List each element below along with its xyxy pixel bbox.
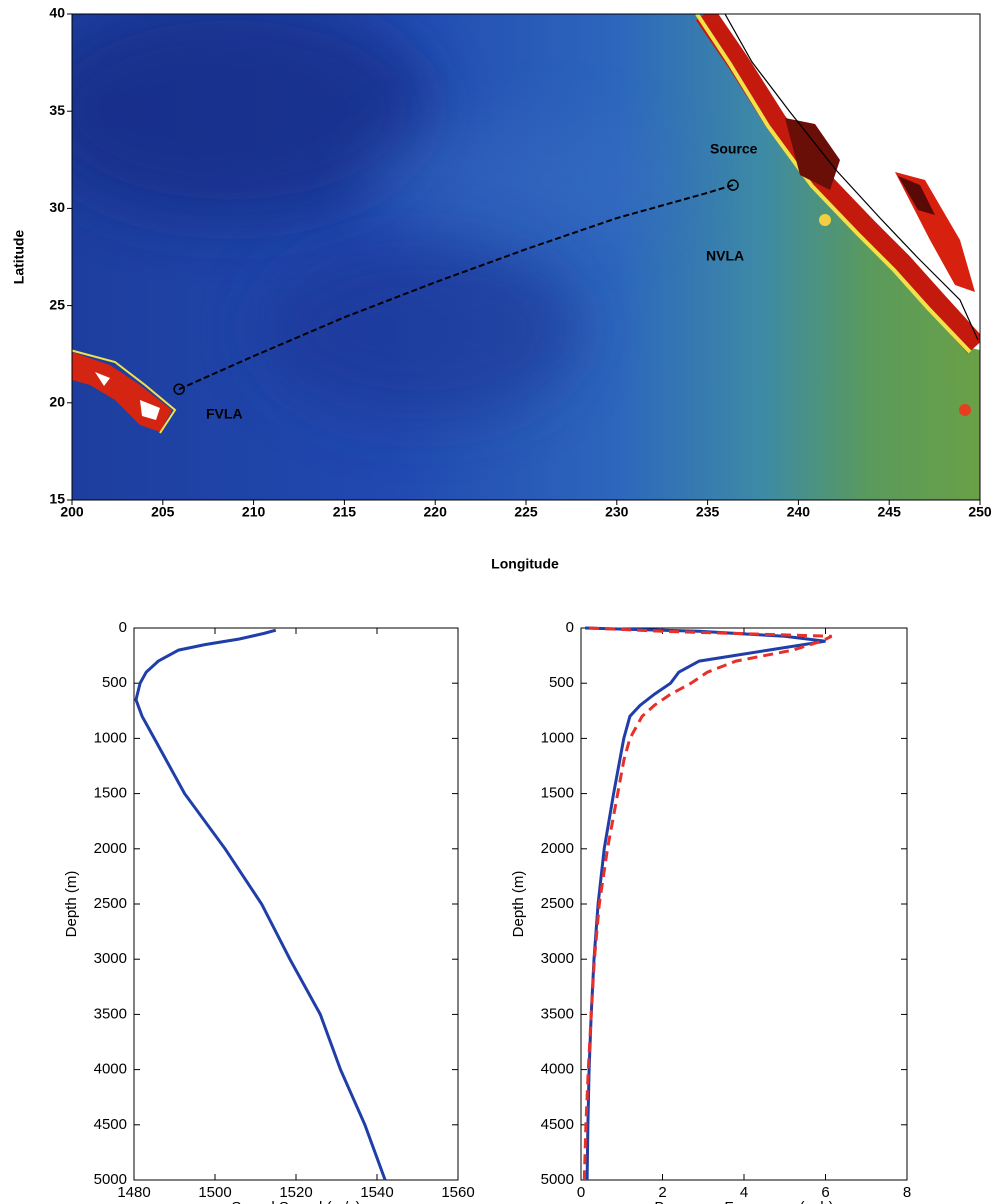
x-tick-label: 8 bbox=[903, 1184, 911, 1201]
annotation: NVLA bbox=[706, 248, 744, 264]
y-tick-label: 500 bbox=[102, 674, 127, 691]
x-axis-label: Longitude bbox=[491, 556, 559, 572]
y-tick-label: 1500 bbox=[94, 785, 127, 802]
annotation: Source bbox=[710, 141, 758, 157]
y-tick-label: 1000 bbox=[541, 729, 574, 746]
y-tick-label: 2000 bbox=[541, 840, 574, 857]
y-tick-label: 2000 bbox=[94, 840, 127, 857]
x-tick-label: 245 bbox=[878, 504, 902, 520]
profile-line bbox=[585, 628, 825, 1180]
profile-line bbox=[584, 628, 831, 1180]
y-tick-label: 1500 bbox=[541, 785, 574, 802]
y-tick-label: 15 bbox=[49, 491, 65, 507]
y-tick-label: 4000 bbox=[541, 1061, 574, 1078]
x-tick-label: 240 bbox=[787, 504, 811, 520]
profile-line bbox=[136, 630, 385, 1180]
x-tick-label: 220 bbox=[424, 504, 448, 520]
x-tick-label: 205 bbox=[151, 504, 175, 520]
x-tick-label: 215 bbox=[333, 504, 357, 520]
y-axis-label: Depth (m) bbox=[63, 871, 80, 938]
x-tick-label: 0 bbox=[577, 1184, 585, 1201]
y-tick-label: 3000 bbox=[94, 950, 127, 967]
x-tick-label: 235 bbox=[696, 504, 720, 520]
y-tick-label: 5000 bbox=[94, 1171, 127, 1188]
y-tick-label: 5000 bbox=[541, 1171, 574, 1188]
x-tick-label: 210 bbox=[242, 504, 266, 520]
y-tick-label: 3500 bbox=[94, 1005, 127, 1022]
y-tick-label: 40 bbox=[49, 5, 65, 21]
y-tick-label: 2500 bbox=[94, 895, 127, 912]
x-axis-label: Buoyancy Frequency (cph) bbox=[654, 1199, 833, 1204]
y-axis-label: Depth (m) bbox=[510, 871, 527, 938]
y-tick-label: 500 bbox=[549, 674, 574, 691]
x-tick-label: 1540 bbox=[360, 1184, 393, 1201]
y-tick-label: 0 bbox=[566, 619, 574, 636]
y-tick-label: 4500 bbox=[541, 1116, 574, 1133]
annotation: FVLA bbox=[206, 406, 243, 422]
y-axis-label: Latitude bbox=[11, 230, 27, 285]
y-tick-label: 20 bbox=[49, 394, 65, 410]
map-background bbox=[30, 0, 980, 500]
y-tick-label: 35 bbox=[49, 102, 65, 118]
y-tick-label: 3500 bbox=[541, 1005, 574, 1022]
x-tick-label: 230 bbox=[605, 504, 629, 520]
x-tick-label: 1560 bbox=[441, 1184, 474, 1201]
plot-frame bbox=[134, 628, 458, 1180]
y-tick-label: 0 bbox=[119, 619, 127, 636]
y-tick-label: 4000 bbox=[94, 1061, 127, 1078]
figure: 2002052102152202252302352402452501520253… bbox=[0, 0, 1000, 1204]
plot-frame bbox=[581, 628, 907, 1180]
x-tick-label: 225 bbox=[514, 504, 538, 520]
y-tick-label: 3000 bbox=[541, 950, 574, 967]
y-tick-label: 25 bbox=[49, 296, 65, 312]
x-tick-label: 1500 bbox=[198, 1184, 231, 1201]
y-tick-label: 4500 bbox=[94, 1116, 127, 1133]
y-tick-label: 30 bbox=[49, 199, 65, 215]
x-axis-label: Sound Speed (m/s) bbox=[231, 1199, 360, 1204]
y-tick-label: 1000 bbox=[94, 729, 127, 746]
x-tick-label: 250 bbox=[968, 504, 992, 520]
y-tick-label: 2500 bbox=[541, 895, 574, 912]
